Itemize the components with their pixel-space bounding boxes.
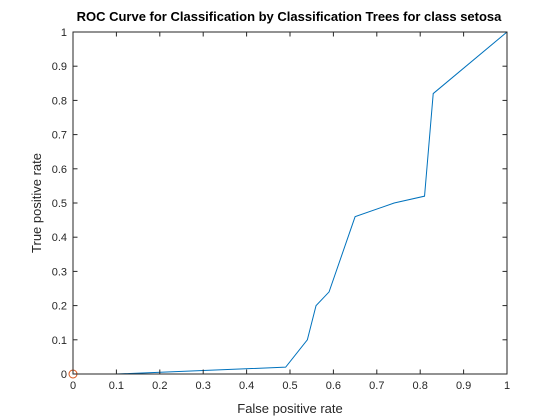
x-tick-label: 0.3 <box>196 380 211 392</box>
x-tick-label: 0.2 <box>152 380 167 392</box>
x-tick-label: 0 <box>70 380 76 392</box>
x-tick-label: 0.9 <box>456 380 471 392</box>
y-axis-ticks: 0 0.1 0.2 0.3 0.4 0.5 0.6 0.7 0.8 0.9 1 <box>52 27 507 381</box>
plot-area <box>68 31 508 379</box>
y-tick-label: 0 <box>61 369 67 381</box>
x-tick-label: 0.7 <box>369 380 384 392</box>
y-tick-label: 0.3 <box>52 266 67 278</box>
y-tick-label: 0.9 <box>52 61 67 73</box>
chart-title: ROC Curve for Classification by Classifi… <box>77 9 503 24</box>
x-tick-label: 0.8 <box>413 380 428 392</box>
x-tick-label: 0.1 <box>109 380 124 392</box>
y-tick-label: 0.4 <box>52 232 67 244</box>
x-axis-label: False positive rate <box>237 401 343 416</box>
y-tick-label: 0.5 <box>52 198 67 210</box>
y-tick-label: 1 <box>61 27 67 39</box>
y-tick-label: 0.6 <box>52 164 67 176</box>
x-axis-ticks: 0 0.1 0.2 0.3 0.4 0.5 0.6 0.7 0.8 0.9 1 <box>70 32 510 392</box>
y-tick-label: 0.2 <box>52 301 67 313</box>
plot-area-background <box>73 32 507 374</box>
x-tick-label: 1 <box>504 380 510 392</box>
x-tick-label: 0.6 <box>326 380 341 392</box>
y-axis-label: True positive rate <box>29 153 44 253</box>
y-tick-label: 0.7 <box>52 130 67 142</box>
x-tick-label: 0.5 <box>282 380 297 392</box>
roc-curve-line <box>73 31 508 375</box>
x-tick-label: 0.4 <box>239 380 254 392</box>
y-tick-label: 0.8 <box>52 95 67 107</box>
y-tick-label: 0.1 <box>52 335 67 347</box>
